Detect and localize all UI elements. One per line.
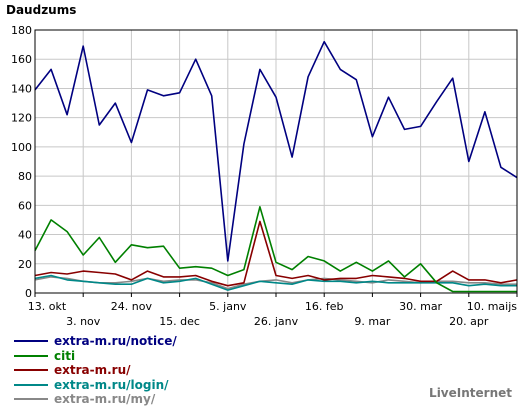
legend-item: extra-m.ru/login/ <box>14 378 177 393</box>
legend-item: extra-m.ru/notice/ <box>14 334 177 349</box>
x-tick-label: 10. maijs <box>467 300 518 313</box>
series-line-2 <box>34 220 518 287</box>
x-tick-label: 16. feb <box>305 300 344 313</box>
x-tick-label: 30. mar <box>399 300 442 313</box>
legend-swatch <box>14 398 48 401</box>
x-tick-label: 3. nov <box>66 315 101 328</box>
y-tick-label: 20 <box>18 258 32 271</box>
y-tick-label: 120 <box>11 112 32 125</box>
legend: extra-m.ru/notice/citi extra-m.ru/extra-m… <box>14 334 177 407</box>
legend-item: extra-m.ru/ <box>14 363 177 378</box>
x-tick-label: 24. nov <box>111 300 153 313</box>
x-axis-ticks: 13. okt 24. nov 5. janv 16. feb 30. mar 10. m… <box>28 293 518 328</box>
legend-item: extra-m.ru/my/ <box>14 392 177 407</box>
y-tick-label: 60 <box>18 199 32 212</box>
y-tick-label: 80 <box>18 170 32 183</box>
series-line-0 <box>34 40 518 262</box>
legend-label: citi <box>54 348 76 363</box>
legend-item: citi <box>14 349 177 364</box>
y-tick-label: 40 <box>18 229 32 242</box>
brand-label: LiveInternet <box>429 386 512 400</box>
legend-swatch <box>14 383 48 386</box>
legend-label: extra-m.ru/login/ <box>54 377 169 392</box>
x-tick-label: 15. dec <box>159 315 200 328</box>
series-lines <box>34 40 518 293</box>
plot-frame <box>34 29 518 294</box>
y-tick-label: 140 <box>11 82 32 95</box>
y-tick-label: 0 <box>25 287 32 300</box>
x-tick-label: 26. janv <box>254 315 299 328</box>
y-tick-label: 100 <box>11 141 32 154</box>
legend-label: extra-m.ru/notice/ <box>54 334 177 349</box>
x-tick-label: 5. janv <box>209 300 247 313</box>
chart-title: Daudzums <box>6 3 76 17</box>
series-line-1 <box>34 206 517 293</box>
x-tick-label: 9. mar <box>354 315 390 328</box>
y-tick-label: 180 <box>11 24 32 37</box>
y-tick-label: 160 <box>11 53 32 66</box>
y-axis-ticks: 0 20 40 60 80 100 120 140 160 180 <box>11 24 32 300</box>
legend-swatch <box>14 369 48 372</box>
legend-label: extra-m.ru/ <box>54 363 131 378</box>
x-tick-label: 13. okt <box>28 300 67 313</box>
legend-swatch <box>14 340 48 343</box>
legend-label: extra-m.ru/my/ <box>54 392 156 407</box>
grid <box>35 29 517 294</box>
x-tick-label: 20. apr <box>449 315 489 328</box>
legend-swatch <box>14 354 48 357</box>
